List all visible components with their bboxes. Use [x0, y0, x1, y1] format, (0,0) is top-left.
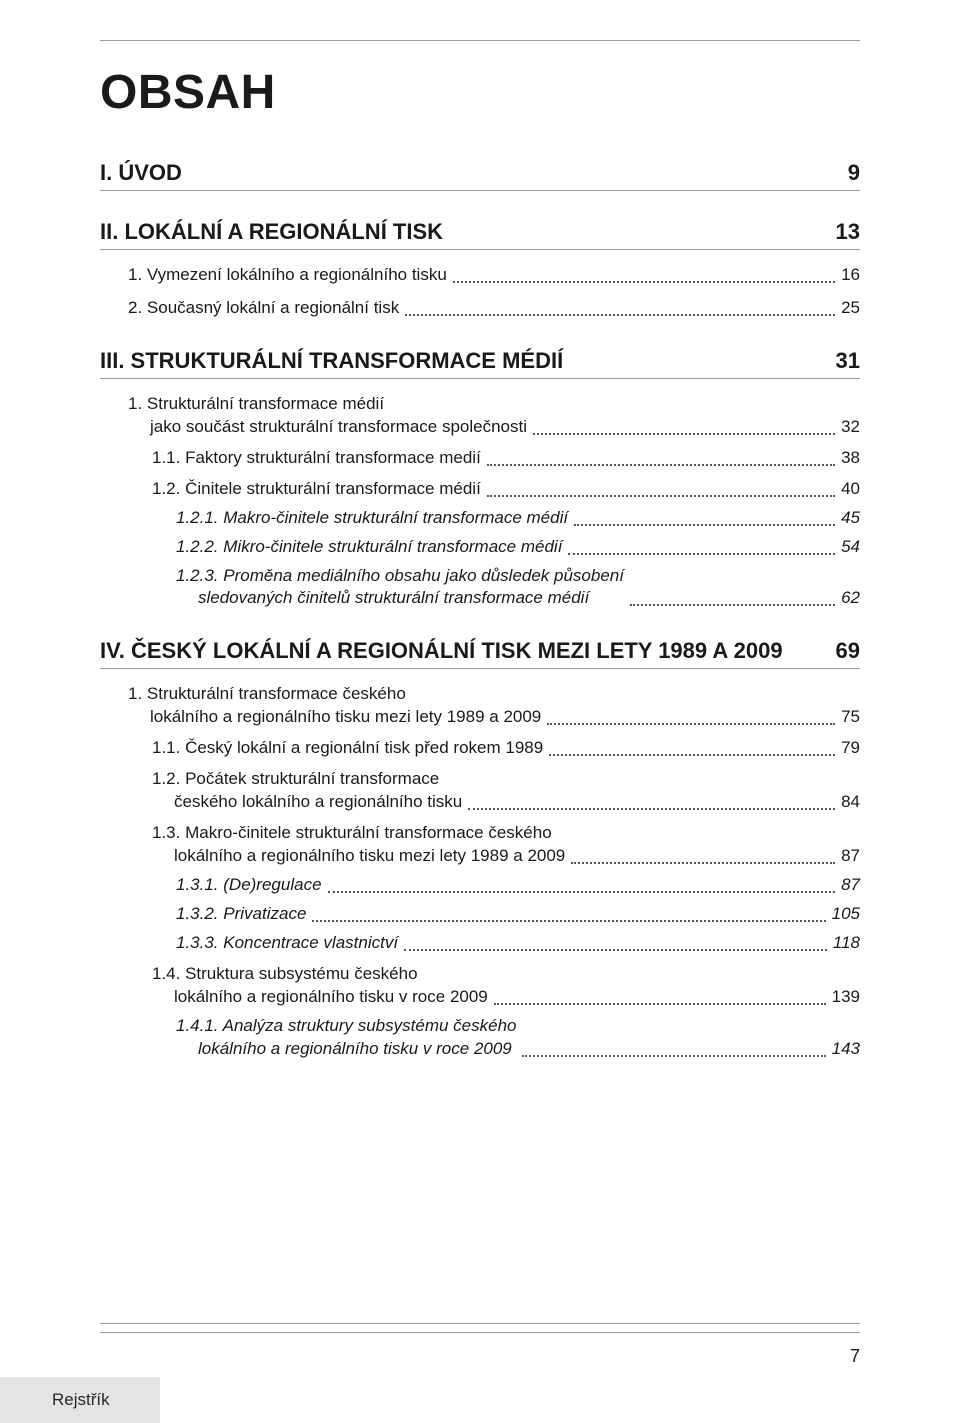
toc-entry-page: 62 — [841, 587, 860, 610]
toc-entry: 1.2.3. Proměna mediálního obsahu jako dů… — [100, 565, 860, 611]
toc-entry-label: 1.1. Český lokální a regionální tisk pře… — [152, 737, 543, 760]
toc-title: OBSAH — [100, 65, 860, 120]
toc-leader — [487, 495, 835, 497]
section-heading: III. STRUKTURÁLNÍ TRANSFORMACE MÉDIÍ 31 — [100, 348, 860, 374]
toc-leader — [549, 754, 835, 756]
toc-leader — [453, 281, 835, 283]
toc-entry-label: 1.4. Struktura subsystému českéholokální… — [152, 963, 488, 1009]
toc-entry: 1.2.1. Makro-činitele strukturální trans… — [100, 507, 860, 530]
toc-leader — [568, 553, 835, 555]
toc-entry: 1.4.1. Analýza struktury subsystému česk… — [100, 1015, 860, 1061]
toc-entry: 1. Strukturální transformace médiíjako s… — [100, 393, 860, 439]
footer-tab-label: Rejstřík — [52, 1390, 110, 1410]
toc-leader — [328, 891, 836, 893]
toc-entry-label: 2. Současný lokální a regionální tisk — [128, 297, 399, 320]
toc-leader — [404, 949, 827, 951]
toc-entry-label: 1.2. Počátek strukturální transformaceče… — [152, 768, 462, 814]
toc-entry: 1.2.2. Mikro-činitele strukturální trans… — [100, 536, 860, 559]
section-heading-page: 31 — [836, 348, 860, 374]
section-entries: 1. Strukturální transformace médiíjako s… — [100, 393, 860, 611]
toc-entry: 1.2. Činitele strukturální transformace … — [100, 478, 860, 501]
toc-leader — [405, 314, 835, 316]
toc-entry-page: 143 — [832, 1038, 860, 1061]
toc-page: OBSAH I. ÚVOD 9 II. LOKÁLNÍ A REGIONÁLNÍ T… — [0, 0, 960, 1423]
toc-leader — [522, 1055, 825, 1057]
toc-entry: 1. Vymezení lokálního a regionálního tis… — [100, 264, 860, 287]
section-heading-page: 69 — [836, 638, 860, 664]
toc-entry-page: 87 — [841, 874, 860, 897]
section-heading: IV. ČESKÝ LOKÁLNÍ A REGIONÁLNÍ TISK MEZI… — [100, 638, 860, 664]
toc-entry: 1.4. Struktura subsystému českéholokální… — [100, 963, 860, 1009]
footer-tab: Rejstřík — [0, 1377, 160, 1423]
toc-entry-page: 84 — [841, 791, 860, 814]
toc-entry-page: 105 — [832, 903, 860, 926]
section-underline — [100, 190, 860, 191]
toc-entry: 1.2. Počátek strukturální transformaceče… — [100, 768, 860, 814]
toc-entry-label: 1.4.1. Analýza struktury subsystému česk… — [176, 1015, 516, 1061]
toc-leader — [468, 808, 835, 810]
toc-leader — [533, 433, 835, 435]
toc-entry-label: 1. Vymezení lokálního a regionálního tis… — [128, 264, 447, 287]
section-heading-label: II. LOKÁLNÍ A REGIONÁLNÍ TISK — [100, 219, 443, 245]
toc-entry-label: 1. Strukturální transformace médiíjako s… — [128, 393, 527, 439]
section-heading-page: 13 — [836, 219, 860, 245]
toc-entry-label: 1.3.1. (De)regulace — [176, 874, 322, 897]
toc-sections: I. ÚVOD 9 II. LOKÁLNÍ A REGIONÁLNÍ TISK 13 1… — [100, 160, 860, 1061]
toc-entry-label: 1.2.3. Proměna mediálního obsahu jako dů… — [176, 565, 624, 611]
toc-entry-label: 1.2.1. Makro-činitele strukturální trans… — [176, 507, 568, 530]
toc-entry-page: 25 — [841, 297, 860, 320]
toc-entry-page: 32 — [841, 416, 860, 439]
section-entries: 1. Vymezení lokálního a regionálního tis… — [100, 264, 860, 320]
toc-entry-label: 1.3. Makro-činitele strukturální transfo… — [152, 822, 565, 868]
toc-entry-page: 54 — [841, 536, 860, 559]
toc-entry-page: 79 — [841, 737, 860, 760]
toc-leader — [494, 1003, 826, 1005]
bottom-rules — [100, 1323, 860, 1333]
toc-entry-page: 40 — [841, 478, 860, 501]
toc-entry-label: 1.2.2. Mikro-činitele strukturální trans… — [176, 536, 562, 559]
section-entries: 1. Strukturální transformace českéholoká… — [100, 683, 860, 1060]
section-heading: I. ÚVOD 9 — [100, 160, 860, 186]
toc-leader — [312, 920, 825, 922]
toc-entry: 2. Současný lokální a regionální tisk 25 — [100, 297, 860, 320]
section-heading-page: 9 — [848, 160, 860, 186]
section-underline — [100, 378, 860, 379]
toc-entry-page: 38 — [841, 447, 860, 470]
section-heading: II. LOKÁLNÍ A REGIONÁLNÍ TISK 13 — [100, 219, 860, 245]
toc-leader — [487, 464, 835, 466]
toc-entry-label: 1.3.3. Koncentrace vlastnictví — [176, 932, 398, 955]
top-rule — [100, 40, 860, 41]
toc-entry-page: 139 — [832, 986, 860, 1009]
toc-entry-label: 1. Strukturální transformace českéholoká… — [128, 683, 541, 729]
toc-entry: 1.1. Faktory strukturální transformace m… — [100, 447, 860, 470]
toc-leader — [574, 524, 835, 526]
toc-entry-page: 45 — [841, 507, 860, 530]
toc-entry: 1.3.2. Privatizace 105 — [100, 903, 860, 926]
toc-leader — [547, 723, 835, 725]
toc-entry-page: 118 — [833, 932, 860, 955]
section-underline — [100, 668, 860, 669]
section-heading-label: I. ÚVOD — [100, 160, 182, 186]
toc-entry-page: 16 — [841, 264, 860, 287]
toc-leader — [630, 604, 835, 606]
toc-entry: 1. Strukturální transformace českéholoká… — [100, 683, 860, 729]
page-number: 7 — [850, 1346, 860, 1367]
toc-entry-page: 87 — [841, 845, 860, 868]
toc-entry: 1.3. Makro-činitele strukturální transfo… — [100, 822, 860, 868]
toc-entry-label: 1.3.2. Privatizace — [176, 903, 306, 926]
toc-entry: 1.3.3. Koncentrace vlastnictví 118 — [100, 932, 860, 955]
toc-entry: 1.1. Český lokální a regionální tisk pře… — [100, 737, 860, 760]
toc-entry-page: 75 — [841, 706, 860, 729]
toc-entry-label: 1.1. Faktory strukturální transformace m… — [152, 447, 481, 470]
section-heading-label: IV. ČESKÝ LOKÁLNÍ A REGIONÁLNÍ TISK MEZI… — [100, 638, 783, 664]
section-heading-label: III. STRUKTURÁLNÍ TRANSFORMACE MÉDIÍ — [100, 348, 563, 374]
toc-leader — [571, 862, 835, 864]
toc-entry-label: 1.2. Činitele strukturální transformace … — [152, 478, 481, 501]
toc-entry: 1.3.1. (De)regulace 87 — [100, 874, 860, 897]
section-underline — [100, 249, 860, 250]
